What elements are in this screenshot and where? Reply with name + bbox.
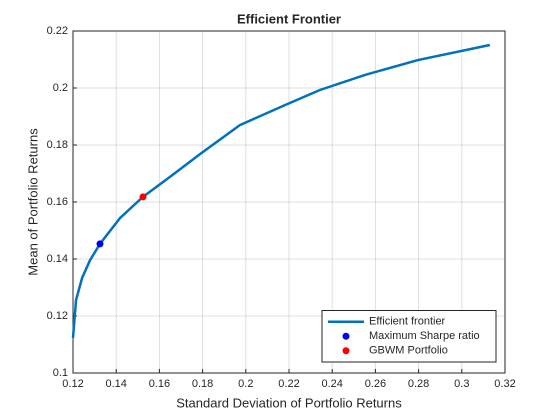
frontier-line (71, 43, 491, 339)
x-tick-label: 0.32 (494, 378, 515, 390)
x-tick-label: 0.24 (321, 378, 342, 390)
x-tick-label: 0.28 (408, 378, 429, 390)
chart-title: Efficient Frontier (237, 11, 341, 26)
y-tick-label: 0.14 (47, 253, 68, 265)
point (139, 193, 147, 201)
legend-box (321, 310, 497, 363)
x-tick-label: 0.14 (105, 378, 126, 390)
legend-label: Efficient frontier (369, 316, 446, 328)
legend-marker (342, 347, 350, 355)
x-tick-label: 0.22 (278, 378, 299, 390)
y-tick-label: 0.16 (47, 196, 68, 208)
y-tick-label: 0.2 (53, 82, 68, 94)
x-tick-label: 0.2 (238, 378, 253, 390)
axes-box (72, 30, 506, 374)
x-tick-label: 0.26 (365, 378, 386, 390)
y-tick-label: 0.12 (47, 310, 68, 322)
legend-label: GBWM Portfolio (369, 345, 448, 357)
y-tick-label: 0.18 (47, 139, 68, 151)
y-tick-label: 0.1 (53, 367, 68, 379)
y-tick-label: 0.22 (47, 25, 68, 37)
legend-marker (342, 332, 350, 340)
x-tick-label: 0.16 (149, 378, 170, 390)
x-axis-label: Standard Deviation of Portfolio Returns (176, 395, 402, 410)
y-axis-label: Mean of Portfolio Returns (25, 128, 40, 276)
x-tick-label: 0.18 (192, 378, 213, 390)
legend-label: Maximum Sharpe ratio (369, 330, 480, 342)
x-tick-label: 0.3 (454, 378, 469, 390)
point (96, 240, 104, 248)
x-tick-label: 0.12 (62, 378, 83, 390)
